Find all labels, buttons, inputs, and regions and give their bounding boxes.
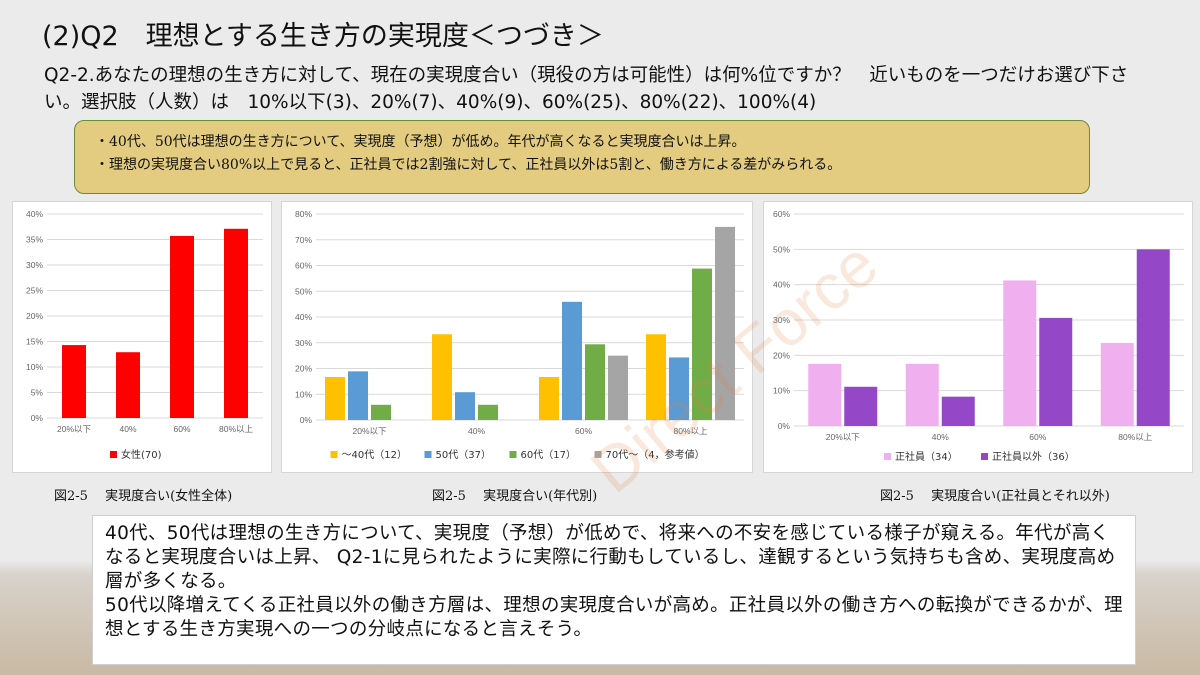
bar [170,235,194,418]
x-tick-label: 80%以上 [1118,432,1153,442]
caption-women: 図2-5 実現度合い(女性全体) [54,489,233,504]
y-tick-label: 80% [295,209,312,219]
y-tick-label: 0% [778,421,791,431]
y-tick-label: 70% [295,235,312,245]
bar [348,371,368,420]
bar [455,392,475,420]
summary-line-1: ・40代、50代は理想の生き方について、実現度（予想）が低め。年代が高くなると実… [95,134,746,150]
y-tick-label: 40% [773,280,790,290]
legend-swatch [884,453,891,460]
bar [116,352,140,418]
y-tick-label: 40% [26,209,43,219]
y-tick-label: 30% [773,315,790,325]
legend-swatch [110,451,117,458]
bar [371,404,391,420]
bar [715,226,735,420]
bar [608,355,628,420]
legend-swatch [424,451,432,458]
bar [1039,317,1073,426]
y-tick-label: 50% [773,244,790,254]
x-tick-label: 60% [1029,432,1046,442]
bar [692,268,712,420]
legend-label: 正社員（34） [895,450,958,463]
legend-label: 60代（17） [521,449,576,461]
x-tick-label: 40% [119,424,136,434]
y-tick-label: 25% [26,286,43,296]
slide-title: (2)Q2 理想とする生き方の実現度＜つづき＞ [42,21,604,52]
bar [905,363,939,426]
bar [432,334,452,420]
legend-label: ～40代（12） [342,449,407,461]
legend-label: 正社員以外（36） [992,450,1075,463]
x-tick-label: 80%以上 [673,426,708,436]
bar [1100,342,1134,426]
x-tick-label: 40% [468,426,485,436]
legend-label: 70代～（4，参考値） [606,448,705,461]
bar [1136,249,1170,426]
bar [669,357,689,420]
y-tick-label: 20% [773,350,790,360]
y-tick-label: 10% [26,362,43,372]
y-tick-label: 0% [300,415,313,425]
bar [478,404,498,420]
y-tick-label: 40% [295,312,312,322]
bar [941,396,975,426]
bar [808,363,842,426]
y-tick-label: 10% [295,389,312,399]
y-tick-label: 0% [31,413,44,423]
chart-panel-employment: 0% 10% 20% 30% 40% 50% 60% 20%以下 40% 60% 80%以上正社員（… [763,201,1193,473]
x-tick-label: 20%以下 [57,424,92,434]
chart-by-age: 0% 10% 20% 30% 40% 50% 60% 70% 80% 20%以下 40% 60% 80%… [295,209,744,461]
x-tick-label: 20%以下 [826,432,861,442]
bar [224,228,248,418]
y-tick-label: 30% [295,338,312,348]
caption-employment: 図2-5 実現度合い(正社員とそれ以外) [880,489,1110,504]
comment-box: 40代、50代は理想の生き方について、実現度（予想）が低めで、将来への不安を感じ… [92,515,1136,665]
legend-swatch [981,453,988,460]
legend-label: 女性(70) [121,448,162,461]
comment-paragraph-1: 40代、50代は理想の生き方について、実現度（予想）が低めで、将来への不安を感じ… [105,523,1116,592]
chart-panel-women: 0% 5% 10% 15% 20% 25% 30% 35% 40% 20%以下 40% 60% 80%以… [12,201,272,473]
bar [844,386,878,426]
y-tick-label: 20% [295,364,312,374]
chart-by-employment: 0% 10% 20% 30% 40% 50% 60% 20%以下 40% 60% 80%以上正社員（… [773,209,1184,463]
bar [562,301,582,420]
y-tick-label: 20% [26,311,43,321]
summary-line-2: ・理想の実現度合い80%以上で見ると、正社員では2割強に対して、正社員以外は5割… [95,157,842,173]
x-tick-label: 40% [932,432,949,442]
legend-swatch [509,451,517,458]
legend-swatch [330,451,338,458]
bar [646,334,666,420]
bar [585,344,605,420]
y-tick-label: 30% [26,260,43,270]
y-tick-label: 60% [295,261,312,271]
y-tick-label: 10% [773,386,790,396]
chart-women-overall: 0% 5% 10% 15% 20% 25% 30% 35% 40% 20%以下 40% 60% 80%以… [26,209,263,461]
y-tick-label: 35% [26,235,43,245]
comment-paragraph-2: 50代以降増えてくる正社員以外の働き方層は、理想の実現度合いが高め。正社員以外の… [105,595,1123,640]
chart-panel-age: 0% 10% 20% 30% 40% 50% 60% 70% 80% 20%以下 40% 60% 80%… [281,201,753,473]
question-text: Q2-2.あなたの理想の生き方に対して、現在の実現度合い（現役の方は可能性）は何… [44,65,1129,113]
x-tick-label: 20%以下 [352,426,387,436]
x-tick-label: 60% [173,424,190,434]
summary-box: ・40代、50代は理想の生き方について、実現度（予想）が低め。年代が高くなると実… [74,120,1090,194]
bar [539,376,559,420]
bar [325,376,345,420]
y-tick-label: 60% [773,209,790,219]
legend-label: 50代（37） [436,449,491,461]
bar [1003,280,1037,426]
x-tick-label: 60% [575,426,592,436]
legend-swatch [594,451,602,458]
bar [62,345,86,418]
x-tick-label: 80%以上 [219,424,254,434]
caption-age: 図2-5 実現度合い(年代別) [432,489,598,504]
y-tick-label: 5% [31,388,44,398]
y-tick-label: 50% [295,286,312,296]
y-tick-label: 15% [26,337,43,347]
